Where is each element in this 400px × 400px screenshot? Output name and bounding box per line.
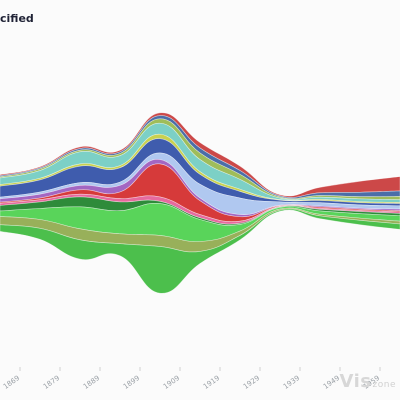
watermark-suffix: zone [372, 380, 396, 390]
watermark-main: Vis [339, 371, 372, 392]
chart-title: cified [0, 12, 34, 25]
x-tick-label: 1949 [322, 374, 341, 391]
x-tick-label: 1909 [162, 374, 181, 391]
x-tick-label: 1929 [242, 374, 261, 391]
x-tick-label: 1899 [122, 374, 141, 391]
x-tick-label: 1889 [82, 374, 101, 391]
watermark-logo: Viszone [340, 371, 396, 392]
x-tick-label: 1879 [42, 374, 61, 391]
x-tick-label: 1939 [282, 374, 301, 391]
x-tick-label: 1919 [202, 374, 221, 391]
x-tick-label: 1869 [2, 374, 21, 391]
